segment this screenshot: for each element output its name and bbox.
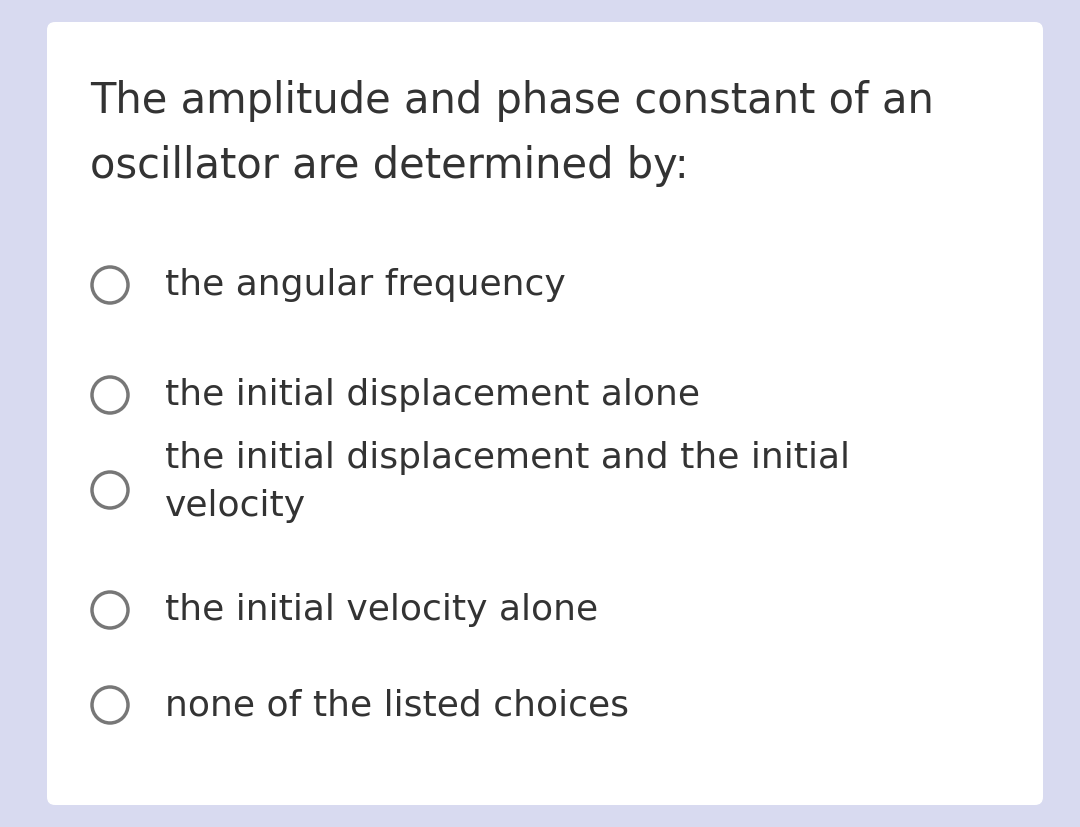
Text: oscillator are determined by:: oscillator are determined by: bbox=[90, 145, 689, 187]
Text: the initial velocity alone: the initial velocity alone bbox=[165, 593, 598, 627]
Text: The amplitude and phase constant of an: The amplitude and phase constant of an bbox=[90, 80, 934, 122]
Text: the initial displacement alone: the initial displacement alone bbox=[165, 378, 700, 412]
Text: none of the listed choices: none of the listed choices bbox=[165, 688, 629, 722]
Text: the initial displacement and the initial
velocity: the initial displacement and the initial… bbox=[165, 442, 850, 523]
FancyBboxPatch shape bbox=[48, 22, 1043, 805]
Text: the angular frequency: the angular frequency bbox=[165, 268, 566, 302]
